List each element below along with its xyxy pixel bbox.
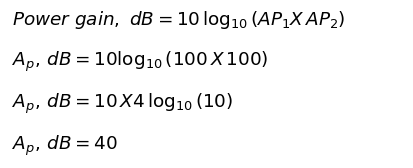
Text: $A_p,\, dB = 10\, X4\, \log_{10}(10)$: $A_p,\, dB = 10\, X4\, \log_{10}(10)$ bbox=[12, 92, 234, 116]
Text: $A_p,\, dB = 40$: $A_p,\, dB = 40$ bbox=[12, 134, 118, 158]
Text: $\mathit{Power\ gain,\ dB} = 10\,\log_{10}(AP_1 X\, AP_2)$: $\mathit{Power\ gain,\ dB} = 10\,\log_{1… bbox=[12, 9, 346, 31]
Text: $A_p,\, dB = 10\log_{10}(100\, X\, 100)$: $A_p,\, dB = 10\log_{10}(100\, X\, 100)$ bbox=[12, 50, 269, 74]
